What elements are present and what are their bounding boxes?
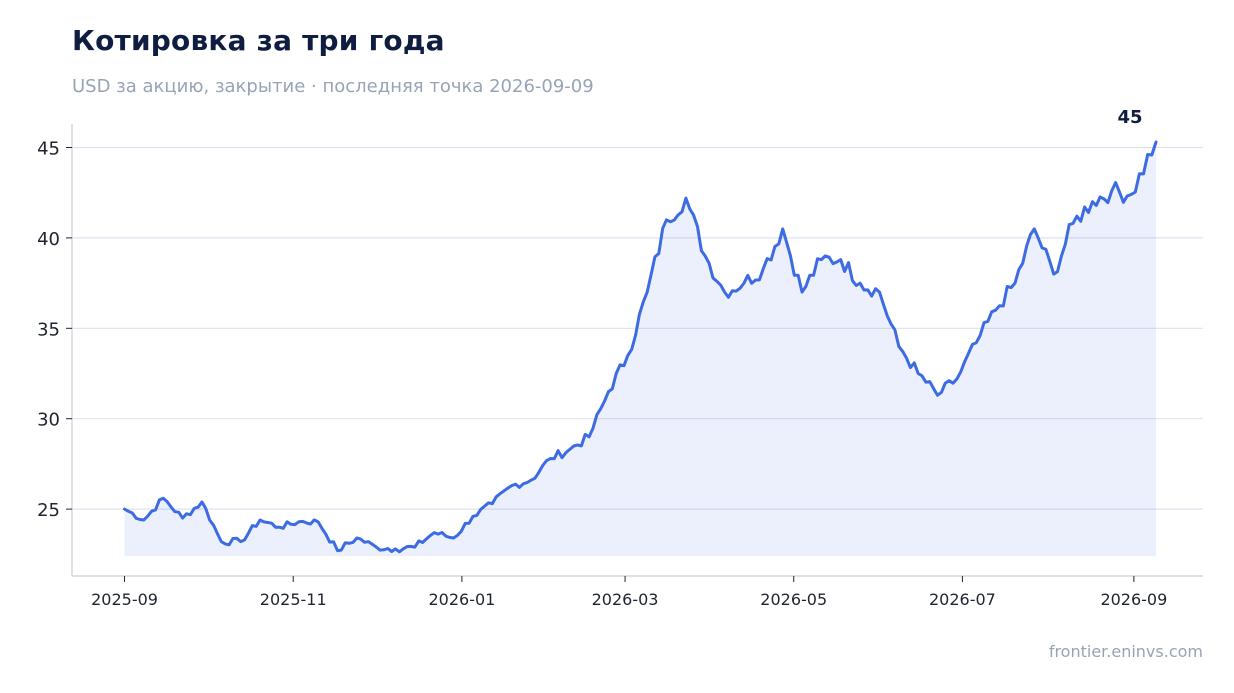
grid-layer [72, 146, 1203, 510]
axis-layer [71, 124, 1203, 577]
source-credit: frontier.eninvs.com [1048, 642, 1203, 661]
x-tick-label: 2026-05 [760, 590, 827, 609]
y-tick-label: 35 [37, 319, 60, 340]
x-tick-label: 2026-03 [592, 590, 659, 609]
x-tick-label: 2026-01 [428, 590, 495, 609]
chart-title: Котировка за три года [72, 24, 445, 57]
x-tick-label: 2026-09 [1100, 590, 1167, 609]
y-tick-label: 30 [37, 410, 60, 431]
y-tick-label: 40 [37, 229, 60, 250]
y-tick-label: 45 [37, 139, 60, 160]
last-value-label: 45 [1117, 107, 1142, 128]
price-area-fill [124, 142, 1156, 557]
x-tick-label: 2025-09 [91, 590, 158, 609]
y-axis-ticks: 25 30 35 40 45 [37, 139, 72, 521]
x-tick-label: 2025-11 [260, 590, 327, 609]
price-line [123, 140, 1158, 554]
x-tick-label: 2026-07 [929, 590, 996, 609]
chart-subtitle: USD за акцию, закрытие · последняя точка… [72, 76, 594, 97]
y-tick-label: 25 [37, 500, 60, 521]
x-axis-ticks: 2025-09 2025-11 2026-01 2026-03 2026-05 2026-… [91, 576, 1167, 609]
